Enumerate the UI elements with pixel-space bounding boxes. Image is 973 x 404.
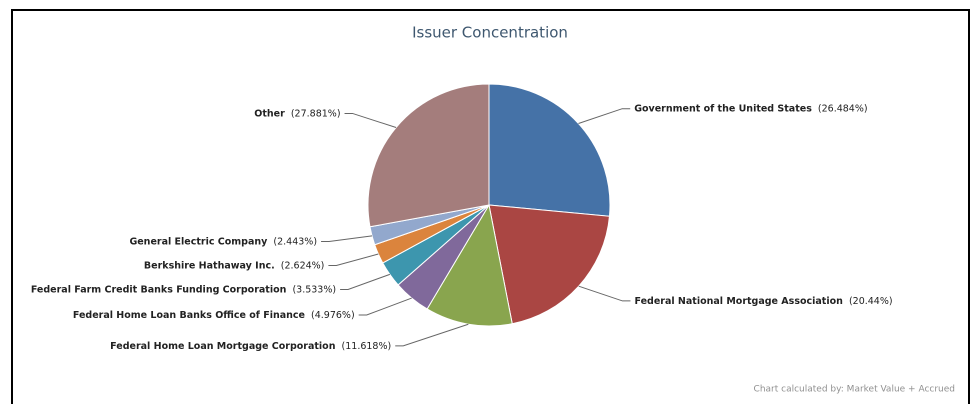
chart-title: Issuer Concentration (412, 24, 568, 42)
label-name: Federal National Mortgage Association (634, 295, 843, 306)
data-label: Federal Home Loan Banks Office of Financ… (73, 310, 355, 321)
label-value: (2.624%) (281, 260, 325, 271)
connector (578, 108, 631, 124)
data-label: Government of the United States (26.484%… (634, 103, 867, 114)
label-value: (4.976%) (311, 310, 355, 321)
connector (328, 253, 379, 266)
label-value: (20.44%) (849, 295, 893, 306)
data-label: Federal Home Loan Mortgage Corporation (… (110, 340, 391, 351)
pie-slice (426, 203, 513, 327)
data-label: Federal National Mortgage Association (2… (634, 295, 892, 306)
label-name: Other (254, 108, 285, 119)
data-label: Other (27.881%) (254, 108, 340, 119)
label-name: Berkshire Hathaway Inc. (144, 260, 275, 271)
connector (321, 235, 373, 242)
data-label: Federal Farm Credit Banks Funding Corpor… (31, 284, 336, 295)
data-label: General Electric Company (2.443%) (129, 236, 317, 247)
label-value: (26.484%) (818, 103, 868, 114)
connector (340, 273, 391, 290)
connector (578, 285, 631, 302)
label-name: Government of the United States (634, 103, 812, 114)
connector (358, 297, 412, 316)
label-value: (11.618%) (342, 340, 392, 351)
label-name: Federal Farm Credit Banks Funding Corpor… (31, 284, 287, 295)
label-value: (3.533%) (292, 284, 336, 295)
footnote: Chart calculated by: Market Value + Accr… (754, 385, 955, 395)
pie-slice (488, 83, 611, 217)
label-name: General Electric Company (129, 236, 268, 247)
pie-slice (488, 204, 611, 325)
data-label: Berkshire Hathaway Inc. (2.624%) (144, 260, 325, 271)
label-value: (27.881%) (291, 108, 341, 119)
label-name: Federal Home Loan Mortgage Corporation (110, 340, 336, 351)
label-value: (2.443%) (273, 236, 317, 247)
connector (395, 323, 469, 347)
label-name: Federal Home Loan Banks Office of Financ… (73, 310, 305, 321)
connector (344, 112, 397, 129)
